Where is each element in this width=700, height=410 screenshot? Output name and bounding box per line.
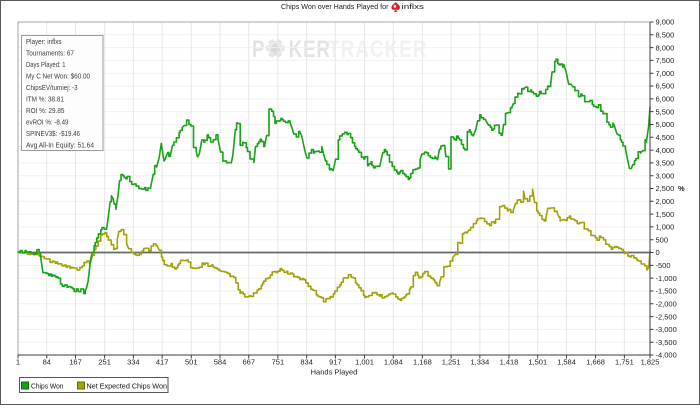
svg-text:751: 751 bbox=[272, 357, 285, 366]
svg-text:4,000: 4,000 bbox=[656, 146, 675, 155]
svg-text:6,000: 6,000 bbox=[656, 95, 675, 104]
svg-text:Net Expected Chips Won: Net Expected Chips Won bbox=[87, 382, 168, 391]
svg-text:Chips Won: Chips Won bbox=[31, 382, 64, 391]
svg-text:584: 584 bbox=[214, 357, 227, 366]
svg-text:-2,000: -2,000 bbox=[656, 299, 677, 308]
svg-text:6,500: 6,500 bbox=[656, 82, 675, 91]
svg-text:-3,000: -3,000 bbox=[656, 325, 677, 334]
svg-text:334: 334 bbox=[127, 357, 140, 366]
svg-text:3,000: 3,000 bbox=[656, 171, 675, 180]
svg-text:P: P bbox=[252, 36, 264, 63]
svg-text:7,500: 7,500 bbox=[656, 56, 675, 65]
svg-text:-4,000: -4,000 bbox=[656, 351, 677, 360]
svg-text:inflxs: inflxs bbox=[402, 2, 425, 11]
svg-text:1: 1 bbox=[16, 357, 20, 366]
svg-text:-500: -500 bbox=[656, 261, 671, 270]
svg-text:Tournaments: 67: Tournaments: 67 bbox=[26, 51, 74, 58]
svg-text:417: 417 bbox=[156, 357, 169, 366]
svg-text:Hands Played: Hands Played bbox=[311, 368, 358, 377]
svg-text:1,251: 1,251 bbox=[442, 357, 461, 366]
svg-text:5,500: 5,500 bbox=[656, 107, 675, 116]
svg-text:1,000: 1,000 bbox=[656, 223, 675, 232]
svg-text:1,584: 1,584 bbox=[557, 357, 576, 366]
svg-text:My C Net Won: $60.00: My C Net Won: $60.00 bbox=[26, 74, 90, 81]
svg-text:1,334: 1,334 bbox=[470, 357, 489, 366]
svg-text:9,000: 9,000 bbox=[656, 18, 675, 27]
svg-text:Avg All-In Equity: 51.64: Avg All-In Equity: 51.64 bbox=[26, 143, 94, 150]
svg-text:167: 167 bbox=[69, 357, 82, 366]
svg-text:%: % bbox=[678, 184, 685, 193]
svg-text:251: 251 bbox=[98, 357, 111, 366]
svg-text:500: 500 bbox=[656, 235, 669, 244]
svg-text:5,000: 5,000 bbox=[656, 120, 675, 129]
svg-text:1,668: 1,668 bbox=[586, 357, 605, 366]
svg-text:1,751: 1,751 bbox=[615, 357, 634, 366]
svg-text:Days Played: 1: Days Played: 1 bbox=[26, 62, 66, 69]
svg-text:1,418: 1,418 bbox=[500, 357, 519, 366]
svg-text:TRACKER: TRACKER bbox=[328, 36, 427, 63]
svg-text:-3,500: -3,500 bbox=[656, 338, 677, 347]
svg-text:1,084: 1,084 bbox=[384, 357, 403, 366]
svg-text:ChipsEV/turniej: -3: ChipsEV/turniej: -3 bbox=[26, 85, 78, 92]
svg-text:1,001: 1,001 bbox=[355, 357, 374, 366]
svg-text:0: 0 bbox=[656, 248, 660, 257]
svg-text:7,000: 7,000 bbox=[656, 69, 675, 78]
svg-text:-2,500: -2,500 bbox=[656, 312, 677, 321]
svg-text:SPINEV3$: -$19.46: SPINEV3$: -$19.46 bbox=[26, 131, 80, 138]
svg-text:Player: inflxs: Player: inflxs bbox=[26, 39, 62, 46]
svg-text:3,500: 3,500 bbox=[656, 159, 675, 168]
svg-text:ROI %: 29.85: ROI %: 29.85 bbox=[26, 108, 65, 115]
svg-text:1,168: 1,168 bbox=[413, 357, 432, 366]
svg-text:evROI %: -8.49: evROI %: -8.49 bbox=[26, 120, 69, 127]
svg-text:2,000: 2,000 bbox=[656, 197, 675, 206]
svg-text:-1,000: -1,000 bbox=[656, 274, 677, 283]
svg-text:1,501: 1,501 bbox=[528, 357, 547, 366]
svg-text:84: 84 bbox=[43, 357, 51, 366]
svg-text:917: 917 bbox=[329, 357, 342, 366]
svg-text:1,500: 1,500 bbox=[656, 210, 675, 219]
svg-text:834: 834 bbox=[300, 357, 313, 366]
svg-text:4,500: 4,500 bbox=[656, 133, 675, 142]
svg-text:8,000: 8,000 bbox=[656, 43, 675, 52]
svg-text:8,500: 8,500 bbox=[656, 31, 675, 40]
svg-text:Chips Won over Hands Played fo: Chips Won over Hands Played for bbox=[281, 2, 389, 11]
svg-text:1,825: 1,825 bbox=[641, 357, 660, 366]
svg-text:501: 501 bbox=[185, 357, 198, 366]
svg-text:2,500: 2,500 bbox=[656, 184, 675, 193]
svg-text:ITM %: 38.81: ITM %: 38.81 bbox=[26, 97, 64, 104]
svg-text:667: 667 bbox=[243, 357, 256, 366]
svg-text:-1,500: -1,500 bbox=[656, 287, 677, 296]
svg-text:KER: KER bbox=[289, 36, 331, 63]
